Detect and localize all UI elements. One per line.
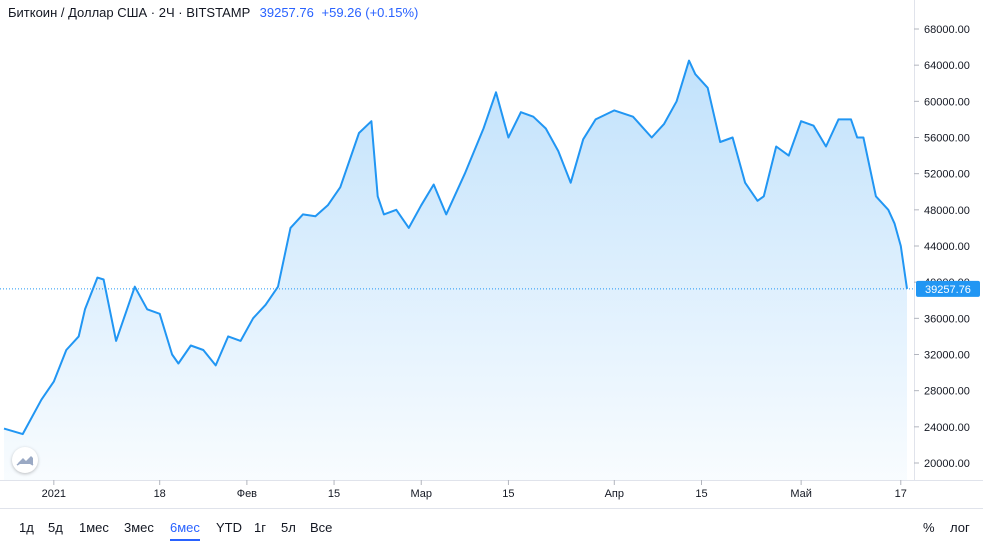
chart-header: Биткоин / Доллар США · 2Ч · BITSTAMP 392… <box>8 5 418 20</box>
range-button[interactable]: 3мес <box>124 520 154 535</box>
last-price-badge-label: 39257.76 <box>925 284 971 296</box>
log-scale-button[interactable]: лог <box>950 520 970 535</box>
y-tick-label: 32000.00 <box>924 350 970 362</box>
y-tick-label: 68000.00 <box>924 24 970 36</box>
y-tick-label: 64000.00 <box>924 60 970 72</box>
y-tick-label: 48000.00 <box>924 205 970 217</box>
symbol-title[interactable]: Биткоин / Доллар США · 2Ч · BITSTAMP <box>8 5 251 20</box>
y-tick-label: 28000.00 <box>924 386 970 398</box>
last-price: 39257.76 <box>259 5 314 20</box>
tradingview-logo-icon[interactable] <box>12 447 38 473</box>
x-tick-label: Мар <box>410 488 432 500</box>
range-button[interactable]: 1д <box>19 520 34 535</box>
range-button[interactable]: 1г <box>254 520 266 535</box>
range-button[interactable]: 5д <box>48 520 63 535</box>
x-tick-label: 17 <box>895 488 907 500</box>
range-button[interactable]: 1мес <box>79 520 109 535</box>
x-tick-label: 15 <box>328 488 340 500</box>
range-button[interactable]: YTD <box>216 520 242 535</box>
range-button[interactable]: Все <box>310 520 333 535</box>
y-tick-label: 60000.00 <box>924 96 970 108</box>
percent-scale-button[interactable]: % <box>923 520 935 535</box>
y-tick-label: 56000.00 <box>924 133 970 145</box>
y-tick-label: 20000.00 <box>924 458 970 470</box>
y-tick-label: 24000.00 <box>924 422 970 434</box>
range-button[interactable]: 5л <box>281 520 296 535</box>
price-change: +59.26 (+0.15%) <box>321 5 419 20</box>
price-area <box>4 60 907 480</box>
y-tick-label: 36000.00 <box>924 313 970 325</box>
range-button[interactable]: 6мес <box>170 520 200 541</box>
x-tick-label: 18 <box>154 488 166 500</box>
price-line <box>3 59 908 436</box>
y-tick-label: 44000.00 <box>924 241 970 253</box>
x-tick-label: Май <box>790 488 812 500</box>
x-tick-label: 15 <box>695 488 707 500</box>
x-tick-label: 2021 <box>42 488 66 500</box>
x-tick-label: Фев <box>237 488 257 500</box>
x-tick-label: 15 <box>502 488 514 500</box>
y-tick-label: 52000.00 <box>924 169 970 181</box>
last-price-badge <box>916 280 980 297</box>
range-toolbar: 1д 5д 1мес 3мес 6мес YTD 1г 5л Все% лог <box>0 508 983 542</box>
x-tick-label: Апр <box>605 488 624 500</box>
